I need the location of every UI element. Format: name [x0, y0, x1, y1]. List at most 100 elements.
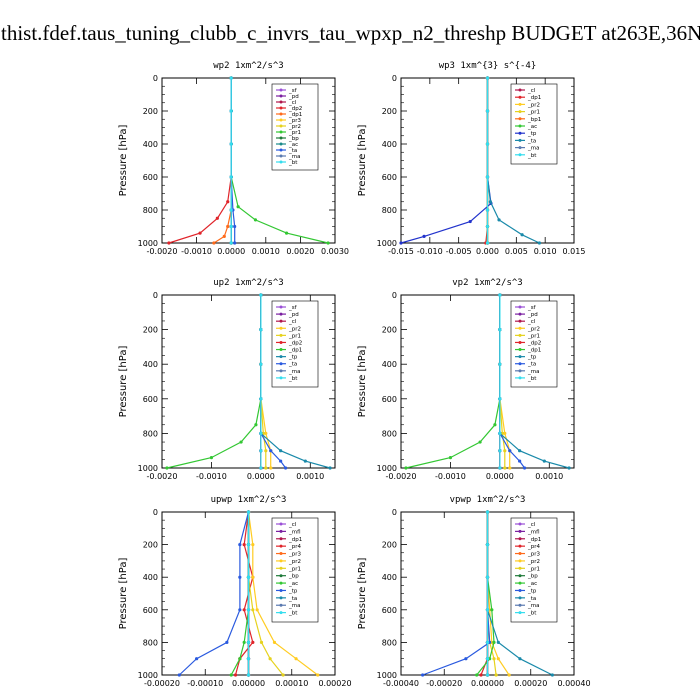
- y-tick-label: 200: [382, 326, 397, 335]
- legend-marker: [518, 611, 522, 615]
- legend-box: [510, 517, 558, 623]
- series-point: [259, 466, 263, 470]
- legend-marker: [279, 369, 283, 373]
- legend-label: _ma: [288, 603, 300, 609]
- series-point: [485, 673, 490, 677]
- series-point: [238, 608, 242, 612]
- panel-2: wp3 1xm^{3} s^{-4} Pressure [hPa] 0 200 400 6…: [357, 61, 585, 256]
- series-point: [259, 431, 263, 435]
- legend-marker: [518, 153, 522, 157]
- series-point: [229, 175, 233, 179]
- legend-marker: [279, 88, 283, 92]
- legend-marker: [518, 348, 522, 352]
- x-tick-label: 0.00010: [275, 679, 308, 688]
- legend-label: _ma: [288, 154, 300, 160]
- legend-label: _pr1: [288, 333, 301, 339]
- y-axis-label: Pressure [hPa]: [118, 125, 129, 197]
- series-point: [222, 234, 226, 238]
- legend-marker: [518, 376, 522, 380]
- y-tick-label: 0: [153, 508, 158, 517]
- legend-label: _ac: [288, 581, 298, 587]
- legend-label: _dp1: [288, 348, 302, 354]
- legend-marker: [279, 106, 283, 110]
- x-tick-label: 0.010: [534, 247, 557, 256]
- series-point: [497, 218, 501, 222]
- series-point: [404, 466, 408, 470]
- series-line: [405, 295, 501, 469]
- series-point: [485, 575, 490, 579]
- x-tick-label: -0.0010: [196, 472, 227, 481]
- series-line: [178, 511, 250, 676]
- series-point: [264, 431, 268, 435]
- series-point: [253, 218, 258, 222]
- series-line: [486, 512, 510, 676]
- legend-label: _pr3: [527, 552, 541, 558]
- series-line: [166, 295, 262, 469]
- legend-marker: [518, 574, 522, 578]
- y-tick-label: 400: [382, 360, 397, 369]
- x-tick-label: 0.00020: [318, 679, 351, 688]
- series-point: [272, 640, 277, 645]
- legend-label: _tp: [288, 588, 298, 594]
- legend-marker: [518, 355, 522, 359]
- x-tick-label: -0.00020: [144, 679, 180, 688]
- series-point: [226, 224, 230, 229]
- series-point: [246, 575, 251, 579]
- y-tick-label: 600: [382, 173, 397, 182]
- legend-marker: [279, 340, 283, 344]
- legend-marker: [518, 95, 522, 99]
- series-point: [294, 657, 298, 661]
- series-point: [503, 466, 507, 470]
- legend-label: _sf: [527, 305, 537, 311]
- series-point: [236, 205, 240, 209]
- y-tick-label: 400: [382, 140, 397, 149]
- series-point: [326, 241, 330, 245]
- series-point: [508, 449, 512, 453]
- series-point: [485, 142, 490, 146]
- legend-marker: [279, 112, 283, 116]
- series-point: [316, 673, 320, 677]
- legend-marker: [279, 160, 283, 164]
- legend-marker: [279, 312, 283, 316]
- y-tick-label: 0: [392, 508, 397, 517]
- legend-label: _pr2: [288, 124, 301, 130]
- series-point: [503, 449, 507, 453]
- series-point: [284, 231, 289, 235]
- series-point: [468, 219, 472, 224]
- series-point: [246, 608, 251, 612]
- series-point: [507, 673, 511, 677]
- x-tick-label: -0.0010: [181, 247, 212, 256]
- legend-label: _dp1: [527, 537, 541, 543]
- y-tick-label: 1000: [377, 464, 397, 473]
- series-point: [464, 657, 468, 661]
- y-tick-label: 1000: [377, 239, 397, 248]
- series-point: [269, 449, 273, 453]
- legend-marker: [518, 102, 522, 106]
- legend-label: _pd: [288, 94, 299, 100]
- legend-label: _pd: [527, 312, 538, 318]
- y-tick-label: 1000: [377, 671, 397, 680]
- legend-marker: [279, 566, 283, 570]
- legend-marker: [279, 118, 283, 122]
- legend-label: _ac: [288, 142, 298, 148]
- x-tick-label: 0.00020: [514, 679, 547, 688]
- series-point: [399, 241, 403, 245]
- series-point: [268, 657, 272, 661]
- series-point: [485, 109, 490, 113]
- series-point: [498, 328, 502, 332]
- legend-label: _ma: [527, 603, 539, 609]
- x-tick-label: -0.00010: [187, 679, 223, 688]
- series-point: [498, 293, 502, 297]
- legend-marker: [518, 110, 522, 114]
- legend-label: _sf: [288, 305, 298, 311]
- legend-marker: [279, 362, 283, 366]
- legend-marker: [279, 552, 283, 556]
- legend-label: _mfl: [527, 529, 540, 535]
- series-point: [229, 208, 233, 212]
- y-tick-label: 600: [143, 173, 158, 182]
- x-tick-label: -0.0020: [386, 472, 417, 481]
- panel-1: wp2 1xm^2/s^3 Pressure [hPa] 0 200 400 600 800…: [118, 61, 349, 256]
- series-point: [259, 293, 263, 297]
- y-tick-label: 200: [143, 107, 158, 116]
- legend-marker: [279, 305, 283, 309]
